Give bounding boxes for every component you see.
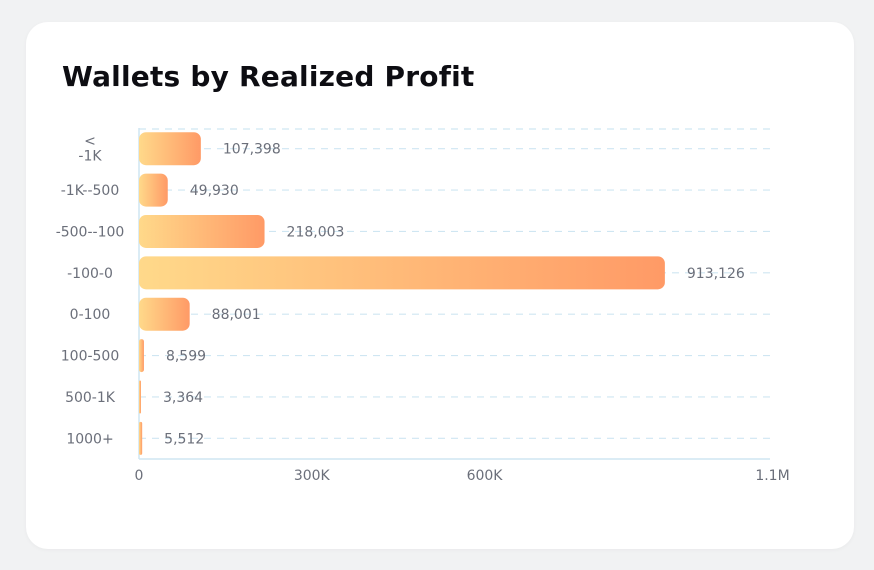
bar[interactable] [139, 132, 201, 166]
bar[interactable] [139, 339, 144, 373]
chart-card: Wallets by Realized Profit 107,398 < -1K 49… [26, 22, 854, 549]
value-label: 8,599 [166, 349, 206, 365]
value-label: 3,364 [163, 390, 203, 406]
value-label: 218,003 [287, 224, 345, 240]
x-tick-label: 600K [467, 468, 504, 484]
category-label: -100-0 [67, 266, 113, 282]
value-label: 107,398 [223, 142, 281, 158]
chart-title: Wallets by Realized Profit [62, 60, 475, 93]
category-label: -1K--500 [61, 183, 120, 199]
value-label: 49,930 [190, 183, 239, 199]
value-label: 5,512 [164, 431, 204, 447]
x-tick-label: 0 [135, 468, 144, 484]
value-label: 913,126 [687, 266, 745, 282]
x-tick-label: 1.1M [755, 468, 789, 484]
category-label: 100-500 [61, 349, 120, 365]
bar[interactable] [139, 421, 143, 455]
category-label: 500-1K [65, 390, 116, 406]
bar[interactable] [139, 214, 265, 248]
bar[interactable] [139, 380, 141, 414]
x-tick-label: 300K [294, 468, 331, 484]
bar[interactable] [139, 173, 168, 207]
bar[interactable] [139, 297, 190, 331]
value-label: 88,001 [212, 307, 261, 323]
bar[interactable] [139, 256, 665, 290]
category-label: 0-100 [70, 307, 111, 323]
bar-chart: 107,398 < -1K 49,930 -1K--500 218,003 -500--10… [56, 128, 790, 484]
category-label: < -1K [78, 134, 102, 165]
category-label: 1000+ [66, 431, 113, 447]
category-label: -500--100 [56, 224, 125, 240]
